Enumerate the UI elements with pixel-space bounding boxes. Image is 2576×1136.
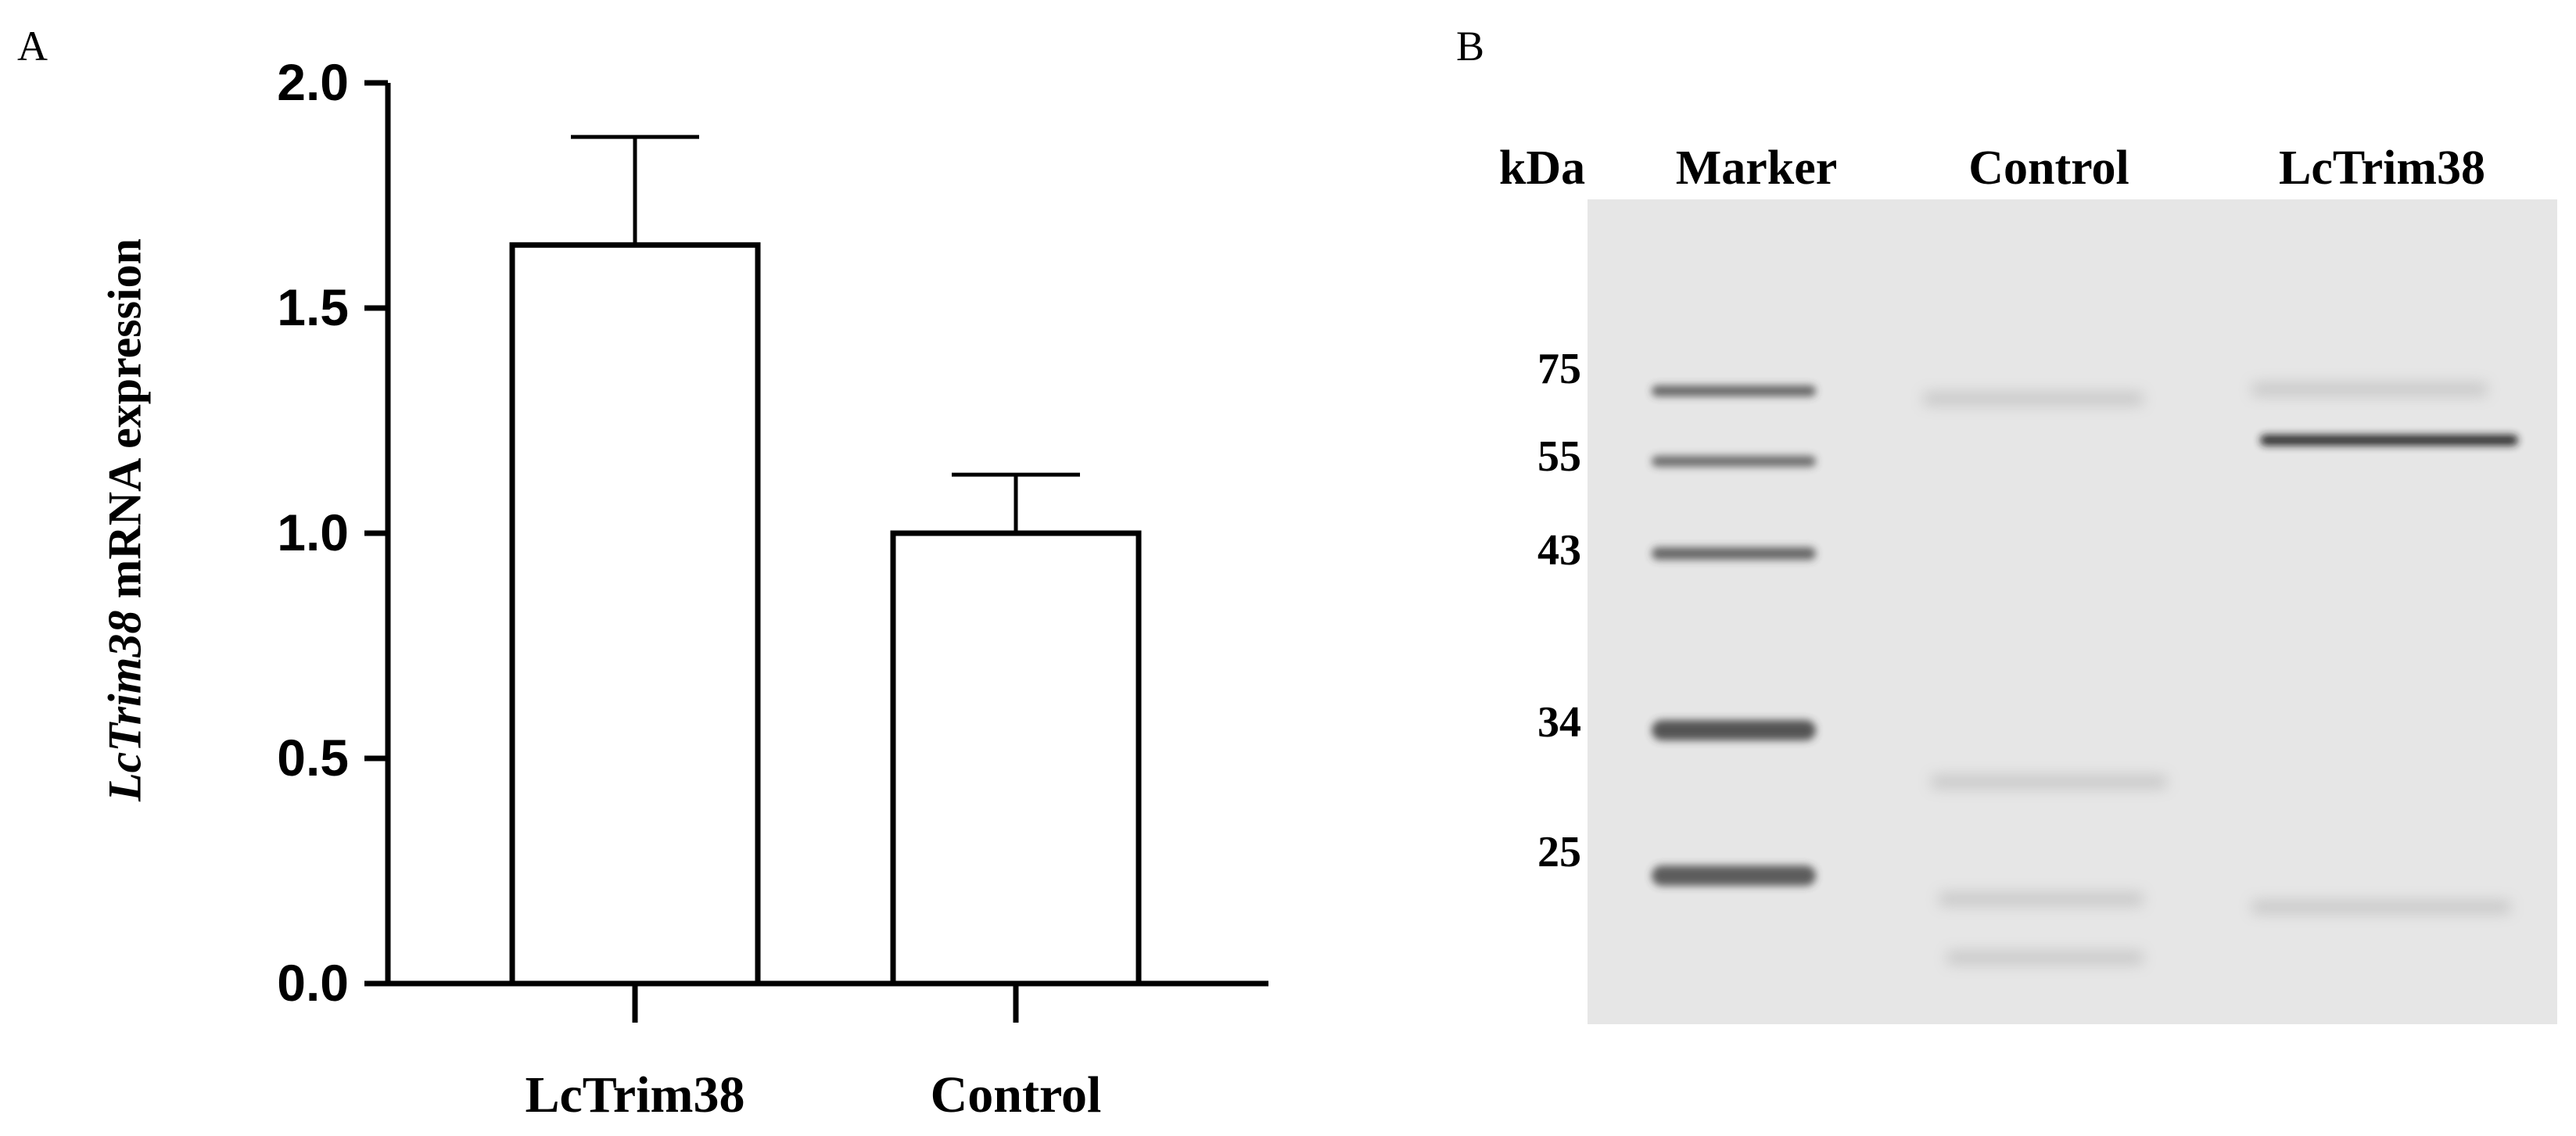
bar xyxy=(509,242,761,987)
marker-band xyxy=(1652,865,1816,886)
panel-a-letter: A xyxy=(17,23,48,70)
marker-size-label: 34 xyxy=(1537,698,1581,747)
y-tick-label: 0.0 xyxy=(277,954,349,1012)
faint-band xyxy=(2252,383,2487,396)
faint-band xyxy=(2252,901,2510,913)
marker-size-label: 55 xyxy=(1537,432,1581,481)
faint-band xyxy=(1924,392,2143,405)
marker-band xyxy=(1652,720,1816,740)
bar-chart: 0.0 0.5 1.0 1.5 2.0 LcTrim38 Control xyxy=(277,53,1268,1123)
x-tick-label: Control xyxy=(931,1066,1102,1123)
y-tick-label: 1.0 xyxy=(277,503,349,561)
blot-membrane xyxy=(1588,199,2557,1024)
panel-b-letter: B xyxy=(1456,23,1485,70)
x-tick-label: LcTrim38 xyxy=(525,1066,744,1123)
bar xyxy=(890,530,1142,987)
faint-band xyxy=(1932,776,2166,788)
faint-band xyxy=(1939,893,2143,905)
y-tick-label: 1.5 xyxy=(277,278,349,336)
marker-band xyxy=(1652,547,1816,560)
marker-size-label: 43 xyxy=(1537,526,1581,575)
blot-lane-label: Control xyxy=(1968,142,2129,195)
lctrim38-band xyxy=(2260,435,2518,446)
blot-lane-label: LcTrim38 xyxy=(2279,142,2485,195)
marker-band xyxy=(1652,385,1816,396)
y-tick-label: 0.5 xyxy=(277,729,349,787)
blot-lane-label: Marker xyxy=(1676,142,1838,195)
blot-unit-label: kDa xyxy=(1499,142,1585,195)
marker-size-label: 25 xyxy=(1537,828,1581,876)
faint-band xyxy=(1947,951,2143,964)
marker-size-label: 75 xyxy=(1537,345,1581,393)
y-tick-label: 2.0 xyxy=(277,53,349,111)
marker-band xyxy=(1652,456,1816,467)
